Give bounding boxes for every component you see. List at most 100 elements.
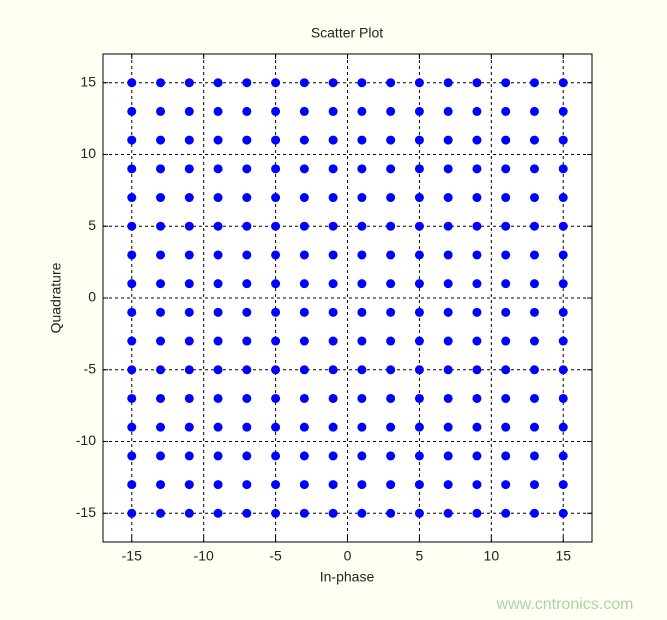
point [558,106,568,116]
point [242,336,252,346]
point [184,508,194,518]
point [242,307,252,317]
point [443,508,453,518]
point [386,250,396,260]
point [184,250,194,260]
point [386,480,396,490]
point [328,164,338,174]
point [443,135,453,145]
point [299,422,309,432]
point [386,336,396,346]
point [414,221,424,231]
point [501,336,511,346]
point [472,480,482,490]
point [127,164,137,174]
point [328,279,338,289]
point [328,250,338,260]
x-tick-label: -5 [269,548,282,564]
point [357,508,367,518]
point [271,508,281,518]
point [357,307,367,317]
point [386,422,396,432]
point [328,451,338,461]
point [472,365,482,375]
point [328,422,338,432]
point [357,451,367,461]
point [472,451,482,461]
point [414,193,424,203]
point [127,279,137,289]
point [271,135,281,145]
point [501,480,511,490]
point [386,193,396,203]
point [501,221,511,231]
point [242,221,252,231]
chart-title: Scatter Plot [311,25,383,41]
point [558,307,568,317]
point [127,365,137,375]
point [414,106,424,116]
point [328,78,338,88]
point [328,307,338,317]
point [156,508,166,518]
point [213,508,223,518]
point [271,307,281,317]
point [242,78,252,88]
point [271,336,281,346]
point [443,221,453,231]
point [127,78,137,88]
point [386,365,396,375]
point [156,393,166,403]
point [242,193,252,203]
y-tick-label: -5 [84,360,97,376]
point [443,279,453,289]
point [213,106,223,116]
point [242,135,252,145]
point [213,250,223,260]
point [299,480,309,490]
point [443,480,453,490]
point [299,451,309,461]
point [328,393,338,403]
point [156,164,166,174]
point [501,135,511,145]
point [271,164,281,174]
point [529,106,539,116]
point [501,393,511,403]
point [414,336,424,346]
point [357,221,367,231]
point [558,164,568,174]
point [156,279,166,289]
point [529,480,539,490]
point [213,365,223,375]
point [386,307,396,317]
x-tick-label: 0 [344,548,352,564]
point [213,279,223,289]
point [271,250,281,260]
point [184,135,194,145]
x-tick-label: 10 [484,548,500,564]
point [299,365,309,375]
point [271,480,281,490]
point [127,508,137,518]
point [558,279,568,289]
watermark: www.cntronics.com [496,596,634,613]
y-tick-label: 15 [80,73,96,89]
point [472,221,482,231]
point [184,106,194,116]
point [156,193,166,203]
point [213,422,223,432]
point [127,480,137,490]
point [414,250,424,260]
point [501,193,511,203]
point [472,135,482,145]
point [529,508,539,518]
point [271,365,281,375]
point [414,451,424,461]
point [357,78,367,88]
point [443,250,453,260]
point [242,279,252,289]
point [501,279,511,289]
